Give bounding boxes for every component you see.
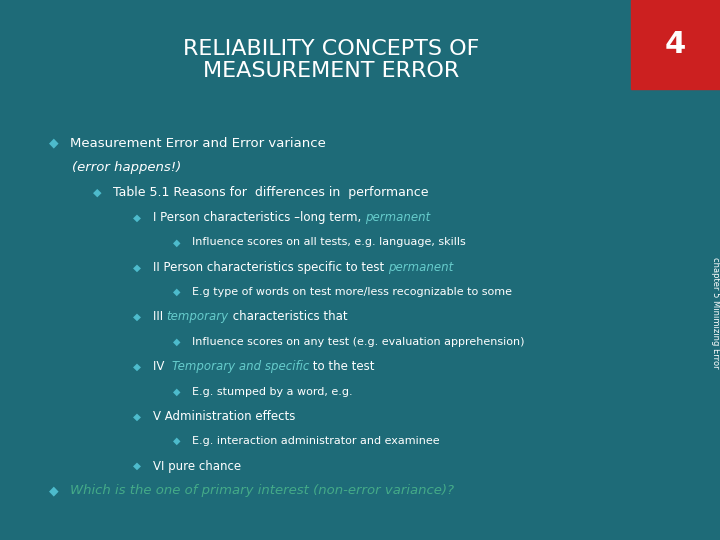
Text: to the test: to the test xyxy=(309,360,374,373)
Text: RELIABILITY CONCEPTS OF: RELIABILITY CONCEPTS OF xyxy=(183,38,480,59)
Text: Measurement Error and Error variance: Measurement Error and Error variance xyxy=(70,137,325,150)
Text: Influence scores on all tests, e.g. language, skills: Influence scores on all tests, e.g. lang… xyxy=(192,238,466,247)
Text: ◆: ◆ xyxy=(173,387,180,396)
Text: ◆: ◆ xyxy=(132,362,141,372)
Text: II Person characteristics specific to test: II Person characteristics specific to te… xyxy=(153,261,387,274)
Text: ◆: ◆ xyxy=(132,312,141,322)
Text: permanent: permanent xyxy=(364,211,430,224)
Text: ◆: ◆ xyxy=(49,484,59,497)
Text: ◆: ◆ xyxy=(49,137,59,150)
Text: MEASUREMENT ERROR: MEASUREMENT ERROR xyxy=(203,61,459,82)
Text: characteristics that: characteristics that xyxy=(229,310,347,323)
Text: ◆: ◆ xyxy=(132,461,141,471)
Text: ◆: ◆ xyxy=(173,287,180,297)
Text: V Administration effects: V Administration effects xyxy=(153,410,295,423)
Text: ◆: ◆ xyxy=(173,337,180,347)
Text: I Person characteristics –long term,: I Person characteristics –long term, xyxy=(153,211,364,224)
Text: Influence scores on any test (e.g. evaluation apprehension): Influence scores on any test (e.g. evalu… xyxy=(192,337,525,347)
Text: ◆: ◆ xyxy=(132,213,141,222)
Text: ◆: ◆ xyxy=(173,436,180,446)
Text: III: III xyxy=(153,310,166,323)
Text: chapter 5 Minimizing Error: chapter 5 Minimizing Error xyxy=(711,258,720,369)
Text: ◆: ◆ xyxy=(132,411,141,421)
Text: ◆: ◆ xyxy=(173,238,180,247)
Text: Table 5.1 Reasons for  differences in  performance: Table 5.1 Reasons for differences in per… xyxy=(113,186,428,199)
Bar xyxy=(631,0,720,89)
Text: Which is the one of primary interest (non-error variance)?: Which is the one of primary interest (no… xyxy=(70,484,454,497)
Text: ◆: ◆ xyxy=(132,262,141,272)
Text: Temporary and specific: Temporary and specific xyxy=(171,360,309,373)
Text: temporary: temporary xyxy=(166,310,229,323)
Text: IV: IV xyxy=(153,360,171,373)
Text: permanent: permanent xyxy=(387,261,453,274)
Text: E.g. interaction administrator and examinee: E.g. interaction administrator and exami… xyxy=(192,436,440,446)
Text: E.g type of words on test more/less recognizable to some: E.g type of words on test more/less reco… xyxy=(192,287,512,297)
Text: VI pure chance: VI pure chance xyxy=(153,460,240,472)
Text: ◆: ◆ xyxy=(93,188,102,198)
Text: E.g. stumped by a word, e.g.: E.g. stumped by a word, e.g. xyxy=(192,387,353,396)
Text: 4: 4 xyxy=(665,30,686,59)
Text: (error happens!): (error happens!) xyxy=(72,161,181,174)
